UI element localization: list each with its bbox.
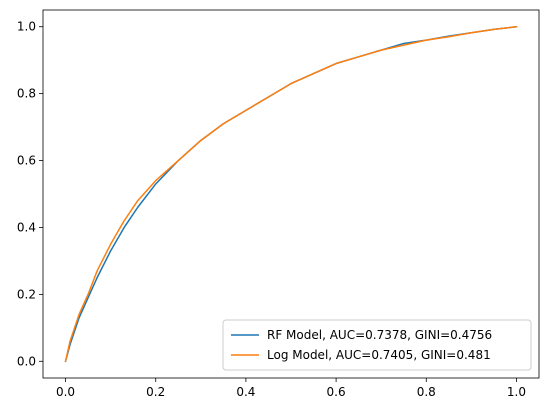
series-line-1: [64, 25, 518, 363]
x-tick-label: 0.6: [327, 385, 346, 399]
y-tick-label: 0.4: [17, 220, 36, 234]
series-line-0: [64, 25, 518, 363]
plot-frame: [42, 9, 540, 379]
y-tick-label: 0.2: [17, 287, 36, 301]
x-tick-label: 0.2: [146, 385, 165, 399]
x-tick-label: 1.0: [507, 385, 526, 399]
legend: RF Model, AUC=0.7378, GINI=0.4756 Log Mod…: [222, 319, 532, 371]
y-tick-label: 0.6: [17, 154, 36, 168]
y-axis-ticks: 0.0 0.2 0.4 0.6 0.8 1.0: [17, 20, 43, 368]
legend-label-1: Log Model, AUC=0.7405, GINI=0.481: [267, 348, 491, 362]
x-axis-ticks: 0.0 0.2 0.4 0.6 0.8 1.0: [56, 378, 526, 399]
y-tick-label: 1.0: [17, 20, 36, 34]
legend-label-0: RF Model, AUC=0.7378, GINI=0.4756: [267, 328, 492, 342]
x-tick-label: 0.4: [236, 385, 255, 399]
x-tick-label: 0.8: [417, 385, 436, 399]
series-layer: [64, 25, 518, 363]
axes-frame: [42, 9, 540, 379]
legend-box: [222, 319, 532, 371]
x-tick-label: 0.0: [56, 385, 75, 399]
y-tick-label: 0.0: [17, 354, 36, 368]
y-tick-label: 0.8: [17, 87, 36, 101]
